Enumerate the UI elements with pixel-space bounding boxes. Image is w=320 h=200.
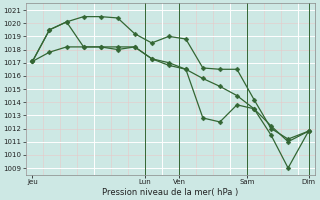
X-axis label: Pression niveau de la mer( hPa ): Pression niveau de la mer( hPa ) [102,188,239,197]
